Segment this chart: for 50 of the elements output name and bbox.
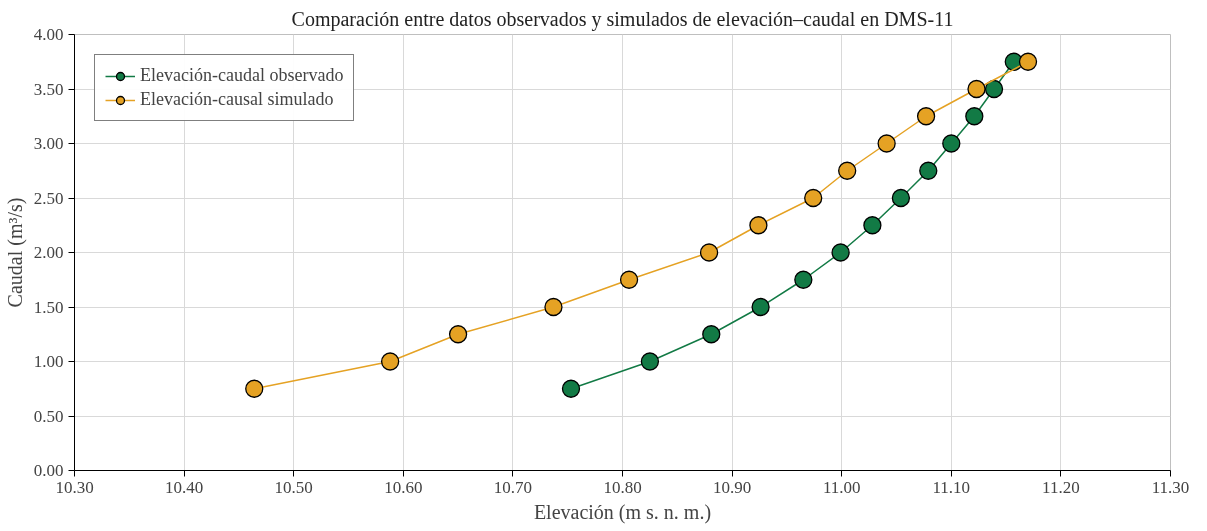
point xyxy=(381,352,400,371)
point xyxy=(794,270,813,289)
point xyxy=(863,216,882,235)
y-tick-label: 0.50 xyxy=(33,406,64,426)
point xyxy=(561,379,581,398)
x-axis-title: Elevación (m s. n. m.) xyxy=(533,500,712,524)
point xyxy=(877,134,896,153)
point xyxy=(749,216,768,235)
y-tick-label: 1.50 xyxy=(33,297,64,317)
point xyxy=(942,134,961,153)
y-axis-title: Caudal (m³/s) xyxy=(3,197,27,308)
point xyxy=(916,107,936,126)
point xyxy=(831,243,850,262)
x-tick-label: 11.20 xyxy=(1042,477,1080,497)
point xyxy=(919,161,938,180)
x-tick-label: 11.00 xyxy=(822,477,861,497)
point xyxy=(751,297,770,317)
y-tick-label: 0.00 xyxy=(33,461,64,480)
point xyxy=(891,188,911,208)
point xyxy=(967,79,986,99)
point xyxy=(640,352,660,371)
point xyxy=(1018,52,1038,71)
chart-title: Comparación entre datos observados y simulados de elevación–caudal en DMS-11 xyxy=(291,7,954,31)
x-tick-label: 10.70 xyxy=(493,477,533,497)
point xyxy=(838,161,857,180)
point xyxy=(965,107,984,126)
x-tick-label: 10.50 xyxy=(274,477,313,497)
point xyxy=(448,325,468,344)
point xyxy=(702,325,721,344)
y-tick-label: 2.00 xyxy=(33,243,64,262)
x-tick-label: 10.60 xyxy=(384,477,423,497)
x-tick-label: 10.90 xyxy=(712,477,752,497)
x-tick-label: 10.30 xyxy=(55,477,94,497)
legend-label: Elevación-caudal observado xyxy=(140,65,344,86)
x-tick-label: 11.30 xyxy=(1151,477,1190,497)
point xyxy=(544,297,563,317)
x-tick-label: 10.80 xyxy=(603,477,642,497)
y-tick-label: 1.00 xyxy=(33,352,64,371)
point xyxy=(245,379,264,398)
legend-label: Elevación-causal simulado xyxy=(140,89,334,110)
point xyxy=(804,188,823,208)
x-tick-label: 11.10 xyxy=(932,477,971,497)
point xyxy=(699,243,719,262)
y-tick-label: 4.00 xyxy=(33,25,64,44)
y-tick-label: 3.00 xyxy=(33,134,64,153)
x-tick-label: 10.40 xyxy=(164,477,204,497)
point xyxy=(984,79,1004,99)
y-tick-label: 3.50 xyxy=(33,79,64,99)
point xyxy=(619,270,639,289)
y-tick-label: 2.50 xyxy=(33,188,64,208)
